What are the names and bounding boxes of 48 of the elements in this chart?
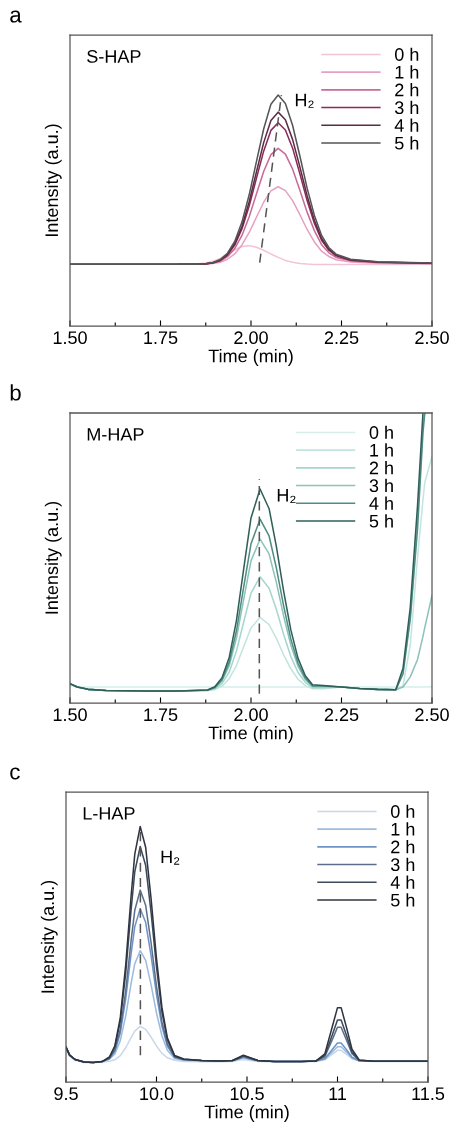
x-tick-label: 10.5 [230, 1087, 264, 1101]
text: S-HAP [87, 50, 141, 63]
x-tick-label: 2.25 [324, 331, 359, 345]
legend-label: 0 h [394, 47, 419, 61]
x-tick-label: 11 [329, 1087, 346, 1100]
legend-label: 2 h [395, 83, 419, 97]
chart-title: a [10, 10, 22, 23]
legend-label: 5 h [390, 893, 415, 907]
annotation: H₂ [277, 489, 296, 504]
x-tick-label: 1.50 [53, 708, 87, 722]
x-tick-label: 9.5 [54, 1087, 78, 1101]
legend-label: 0 h [390, 804, 415, 818]
x-tick-label: 2.50 [415, 708, 449, 722]
x-axis-title: Time (min) [204, 1105, 289, 1122]
legend-label: 3 h [390, 857, 415, 872]
x-tick-label: 2.00 [234, 331, 268, 345]
x-tick-label: 2.50 [415, 331, 449, 345]
legend-label: 5 h [394, 136, 419, 150]
x-tick-label: 2.25 [324, 708, 359, 722]
x-tick-label: 2.00 [234, 708, 268, 722]
legend-label: 4 h [369, 496, 393, 510]
legend-label: 1 h [370, 443, 393, 457]
legend-label: 0 h [369, 425, 393, 439]
x-tick-label: 1.75 [144, 331, 178, 345]
x-tick-label: 1.50 [53, 331, 87, 345]
chart-title: c [10, 767, 20, 780]
legend-label: 4 h [394, 118, 419, 132]
annotation: H₂ [295, 93, 314, 108]
y-axis-title: Intensity (a.u.) [40, 880, 58, 993]
annotation: H₂ [161, 850, 180, 865]
legend-label: 2 h [369, 461, 393, 475]
legend-label: 4 h [390, 875, 415, 889]
legend-label: 3 h [394, 100, 419, 115]
x-tick-label: 1.75 [144, 708, 178, 722]
chart-title: b [10, 384, 21, 401]
text: L-HAP [83, 807, 135, 820]
annotation: M-HAP [87, 428, 144, 441]
legend-label: 2 h [391, 840, 415, 854]
y-axis-title: Intensity (a.u.) [44, 501, 62, 614]
legend-label: 1 h [395, 65, 419, 79]
legend-label: 1 h [391, 822, 415, 836]
legend-label: 5 h [369, 514, 393, 528]
x-tick-label: 11.5 [412, 1087, 445, 1101]
y-axis-title: Intensity (a.u.) [44, 124, 62, 237]
x-tick-label: 10.0 [140, 1087, 174, 1101]
legend-label: 3 h [369, 478, 393, 493]
x-axis-title: Time (min) [208, 349, 293, 366]
x-axis-title: Time (min) [208, 726, 293, 743]
